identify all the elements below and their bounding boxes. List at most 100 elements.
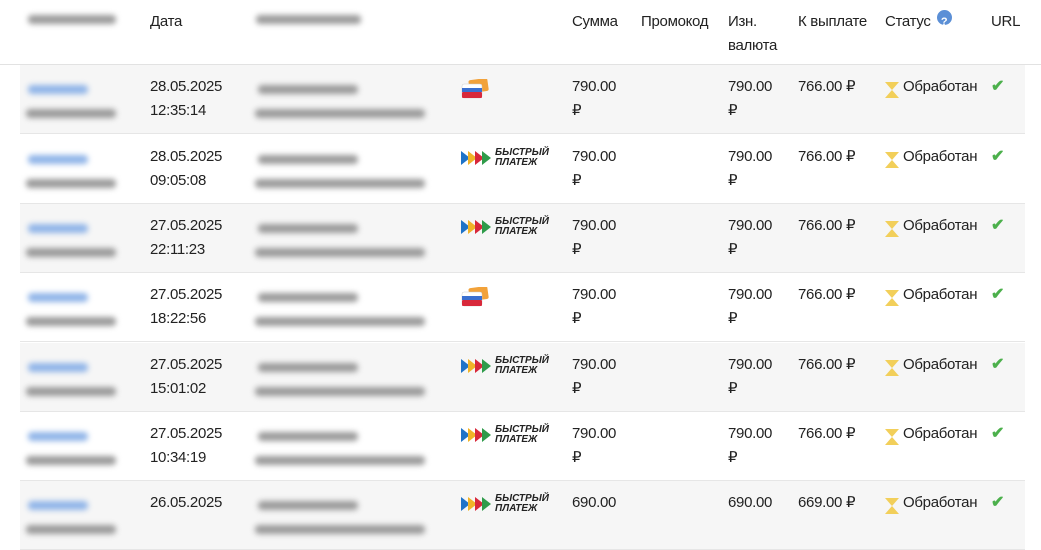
payout-cell: 766.00 ₽ xyxy=(798,148,856,165)
bank-card-icon xyxy=(461,79,489,99)
date-cell: 27.05.2025 15:01:02 xyxy=(150,356,223,397)
table-row: 27.05.2025 22:11:23 БЫСТРЫЙ ПЛАТЕЖ 790.00 ₽… xyxy=(20,204,1025,273)
status-cell: Обработан xyxy=(885,214,977,238)
check-icon[interactable]: ✔ xyxy=(991,425,1005,442)
sbp-logo: БЫСТРЫЙ ПЛАТЕЖ xyxy=(461,217,549,237)
check-icon[interactable]: ✔ xyxy=(991,494,1005,511)
blurred-phone xyxy=(258,432,358,441)
sum-cell: 790.00 ₽ xyxy=(572,78,617,119)
sum-cell: 790.00 ₽ xyxy=(572,286,617,327)
check-icon[interactable]: ✔ xyxy=(991,78,1005,95)
payout-cell: 669.00 ₽ xyxy=(798,494,856,511)
table-row: 27.05.2025 10:34:19 БЫСТРЫЙ ПЛАТЕЖ 790.00 ₽… xyxy=(20,412,1025,481)
status-cell: Обработан xyxy=(885,422,977,446)
payout-cell: 766.00 ₽ xyxy=(798,286,856,303)
blurred-order-link[interactable] xyxy=(28,155,88,164)
header-status-label: Статус xyxy=(885,13,931,30)
check-icon[interactable]: ✔ xyxy=(991,217,1005,234)
orig-currency-cell: 790.00 ₽ xyxy=(728,425,773,466)
check-icon[interactable]: ✔ xyxy=(991,148,1005,165)
header-date[interactable]: Дата xyxy=(150,13,183,30)
blurred-email xyxy=(255,248,425,257)
date-cell: 26.05.2025 xyxy=(150,494,223,511)
hourglass-icon xyxy=(885,82,899,98)
blurred-header-order-id xyxy=(28,15,116,24)
bank-card-icon xyxy=(461,287,489,307)
blurred-order-link[interactable] xyxy=(28,501,88,510)
status-label: Обработан xyxy=(903,148,978,165)
orig-currency-cell: 790.00 ₽ xyxy=(728,217,773,258)
status-cell: Обработан xyxy=(885,491,977,515)
header-promo: Промокод xyxy=(641,13,709,30)
date-cell: 27.05.2025 10:34:19 xyxy=(150,425,223,466)
blurred-order-link[interactable] xyxy=(28,224,88,233)
hourglass-icon xyxy=(885,360,899,376)
blurred-order-id xyxy=(26,109,116,118)
blurred-header-contacts xyxy=(256,15,361,24)
blurred-order-link[interactable] xyxy=(28,293,88,302)
sum-cell: 690.00 xyxy=(572,494,617,511)
status-label: Обработан xyxy=(903,78,978,95)
header-status: Статус? xyxy=(885,10,952,34)
blurred-phone xyxy=(258,224,358,233)
status-cell: Обработан xyxy=(885,283,977,307)
blurred-email xyxy=(255,179,425,188)
table-row: 26.05.2025 БЫСТРЫЙ ПЛАТЕЖ 690.00 690.00 6… xyxy=(20,481,1025,550)
help-icon[interactable]: ? xyxy=(936,10,952,28)
table-header: Дата Сумма Промокод Изн. валюта К выплат… xyxy=(0,0,1041,65)
blurred-order-id xyxy=(26,317,116,326)
status-cell: Обработан xyxy=(885,353,977,377)
sum-cell: 790.00 ₽ xyxy=(572,356,617,397)
sbp-logo: БЫСТРЫЙ ПЛАТЕЖ xyxy=(461,356,549,376)
blurred-phone xyxy=(258,363,358,372)
date-cell: 28.05.2025 12:35:14 xyxy=(150,78,223,119)
orig-currency-cell: 790.00 ₽ xyxy=(728,286,773,327)
table-row: 27.05.2025 18:22:56 790.00 ₽ 790.00 ₽ 766.0… xyxy=(20,273,1025,342)
payout-cell: 766.00 ₽ xyxy=(798,425,856,442)
blurred-order-id xyxy=(26,525,116,534)
sum-cell: 790.00 ₽ xyxy=(572,148,617,189)
blurred-email xyxy=(255,109,425,118)
date-cell: 27.05.2025 22:11:23 xyxy=(150,217,223,258)
blurred-order-link[interactable] xyxy=(28,85,88,94)
status-cell: Обработан xyxy=(885,75,977,99)
blurred-email xyxy=(255,525,425,534)
status-cell: Обработан xyxy=(885,145,977,169)
blurred-order-link[interactable] xyxy=(28,363,88,372)
sbp-logo: БЫСТРЫЙ ПЛАТЕЖ xyxy=(461,148,549,168)
status-label: Обработан xyxy=(903,286,978,303)
blurred-order-id xyxy=(26,248,116,257)
blurred-phone xyxy=(258,501,358,510)
blurred-phone xyxy=(258,293,358,302)
check-icon[interactable]: ✔ xyxy=(991,356,1005,373)
header-orig-currency: Изн. валюта xyxy=(728,13,778,54)
blurred-phone xyxy=(258,85,358,94)
sbp-logo: БЫСТРЫЙ ПЛАТЕЖ xyxy=(461,425,549,445)
check-icon[interactable]: ✔ xyxy=(991,286,1005,303)
hourglass-icon xyxy=(885,498,899,514)
orig-currency-cell: 790.00 ₽ xyxy=(728,356,773,397)
orig-currency-cell: 790.00 ₽ xyxy=(728,148,773,189)
date-cell: 27.05.2025 18:22:56 xyxy=(150,286,223,327)
header-payout: К выплате xyxy=(798,13,867,30)
status-label: Обработан xyxy=(903,425,978,442)
hourglass-icon xyxy=(885,429,899,445)
blurred-order-id xyxy=(26,387,116,396)
hourglass-icon xyxy=(885,290,899,306)
table-row: 28.05.2025 09:05:08 БЫСТРЫЙ ПЛАТЕЖ 790.00 ₽… xyxy=(20,135,1025,204)
sbp-logo: БЫСТРЫЙ ПЛАТЕЖ xyxy=(461,494,549,514)
header-sum[interactable]: Сумма xyxy=(572,13,618,30)
sum-cell: 790.00 ₽ xyxy=(572,217,617,258)
date-cell: 28.05.2025 09:05:08 xyxy=(150,148,223,189)
payout-cell: 766.00 ₽ xyxy=(798,78,856,95)
header-url: URL xyxy=(991,13,1021,30)
blurred-email xyxy=(255,387,425,396)
payout-cell: 766.00 ₽ xyxy=(798,356,856,373)
status-label: Обработан xyxy=(903,494,978,511)
hourglass-icon xyxy=(885,152,899,168)
hourglass-icon xyxy=(885,221,899,237)
status-label: Обработан xyxy=(903,356,978,373)
orig-currency-cell: 690.00 xyxy=(728,494,773,511)
blurred-order-link[interactable] xyxy=(28,432,88,441)
payout-cell: 766.00 ₽ xyxy=(798,217,856,234)
